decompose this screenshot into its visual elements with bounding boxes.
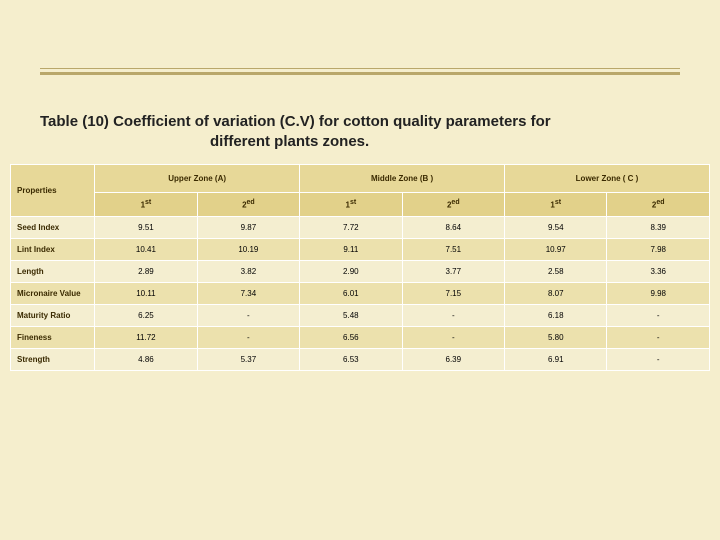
cell-value: - (197, 326, 299, 348)
row-property: Lint Index (11, 238, 95, 260)
row-property: Seed Index (11, 216, 95, 238)
cell-value: 7.51 (402, 238, 504, 260)
cell-value: 10.41 (95, 238, 197, 260)
top-rule (40, 68, 680, 75)
header-zone-a: Upper Zone (A) (95, 165, 300, 193)
header-zone-c: Lower Zone ( C ) (505, 165, 710, 193)
title-line1: Table (10) Coefficient of variation (C.V… (40, 113, 551, 130)
table-row: Length2.893.822.903.772.583.36 (11, 260, 710, 282)
cell-value: 10.19 (197, 238, 299, 260)
cell-value: 9.51 (95, 216, 197, 238)
cell-value: 8.64 (402, 216, 504, 238)
cell-value: 3.36 (607, 260, 710, 282)
cell-value: 7.34 (197, 282, 299, 304)
table-row: Fineness11.72-6.56-5.80- (11, 326, 710, 348)
cell-value: 2.89 (95, 260, 197, 282)
cell-value: 6.56 (300, 326, 402, 348)
cell-value: 2.58 (505, 260, 607, 282)
sub-c-1: 1st (505, 193, 607, 217)
cell-value: 6.18 (505, 304, 607, 326)
cv-table-wrap: Properties Upper Zone (A) Middle Zone (B… (10, 164, 710, 371)
cell-value: - (607, 348, 710, 370)
cell-value: 5.48 (300, 304, 402, 326)
cell-value: 5.80 (505, 326, 607, 348)
cell-value: - (197, 304, 299, 326)
cell-value: 10.11 (95, 282, 197, 304)
row-property: Fineness (11, 326, 95, 348)
title-line2: different plants zones. (40, 132, 680, 152)
cell-value: - (402, 304, 504, 326)
cell-value: 3.77 (402, 260, 504, 282)
cell-value: 7.15 (402, 282, 504, 304)
table-title: Table (10) Coefficient of variation (C.V… (40, 112, 680, 151)
cell-value: 10.97 (505, 238, 607, 260)
cell-value: 6.53 (300, 348, 402, 370)
rule-thick (40, 72, 680, 75)
header-row-2: 1st 2ed 1st 2ed 1st 2ed (11, 193, 710, 217)
sub-a-2: 2ed (197, 193, 299, 217)
cell-value: 6.25 (95, 304, 197, 326)
header-row-1: Properties Upper Zone (A) Middle Zone (B… (11, 165, 710, 193)
row-property: Strength (11, 348, 95, 370)
header-properties: Properties (11, 165, 95, 217)
cell-value: 6.39 (402, 348, 504, 370)
cell-value: 7.72 (300, 216, 402, 238)
table-row: Lint Index10.4110.199.117.5110.977.98 (11, 238, 710, 260)
table-body: Seed Index9.519.877.728.649.548.39Lint I… (11, 216, 710, 370)
header-zone-b: Middle Zone (B ) (300, 165, 505, 193)
row-property: Micronaire Value (11, 282, 95, 304)
table-row: Seed Index9.519.877.728.649.548.39 (11, 216, 710, 238)
row-property: Length (11, 260, 95, 282)
table-row: Micronaire Value10.117.346.017.158.079.9… (11, 282, 710, 304)
cell-value: - (607, 326, 710, 348)
cell-value: 9.87 (197, 216, 299, 238)
cell-value: 11.72 (95, 326, 197, 348)
cell-value: 3.82 (197, 260, 299, 282)
cell-value: - (402, 326, 504, 348)
cell-value: 9.54 (505, 216, 607, 238)
cell-value: 6.01 (300, 282, 402, 304)
cell-value: 2.90 (300, 260, 402, 282)
cell-value: 7.98 (607, 238, 710, 260)
cell-value: 8.39 (607, 216, 710, 238)
cv-table: Properties Upper Zone (A) Middle Zone (B… (10, 164, 710, 371)
sub-b-2: 2ed (402, 193, 504, 217)
sub-a-1: 1st (95, 193, 197, 217)
table-row: Strength4.865.376.536.396.91- (11, 348, 710, 370)
cell-value: 6.91 (505, 348, 607, 370)
rule-thin (40, 68, 680, 69)
sub-b-1: 1st (300, 193, 402, 217)
cell-value: 5.37 (197, 348, 299, 370)
cell-value: 9.98 (607, 282, 710, 304)
cell-value: 4.86 (95, 348, 197, 370)
table-row: Maturity Ratio6.25-5.48-6.18- (11, 304, 710, 326)
sub-c-2: 2ed (607, 193, 710, 217)
cell-value: 8.07 (505, 282, 607, 304)
cell-value: - (607, 304, 710, 326)
row-property: Maturity Ratio (11, 304, 95, 326)
cell-value: 9.11 (300, 238, 402, 260)
